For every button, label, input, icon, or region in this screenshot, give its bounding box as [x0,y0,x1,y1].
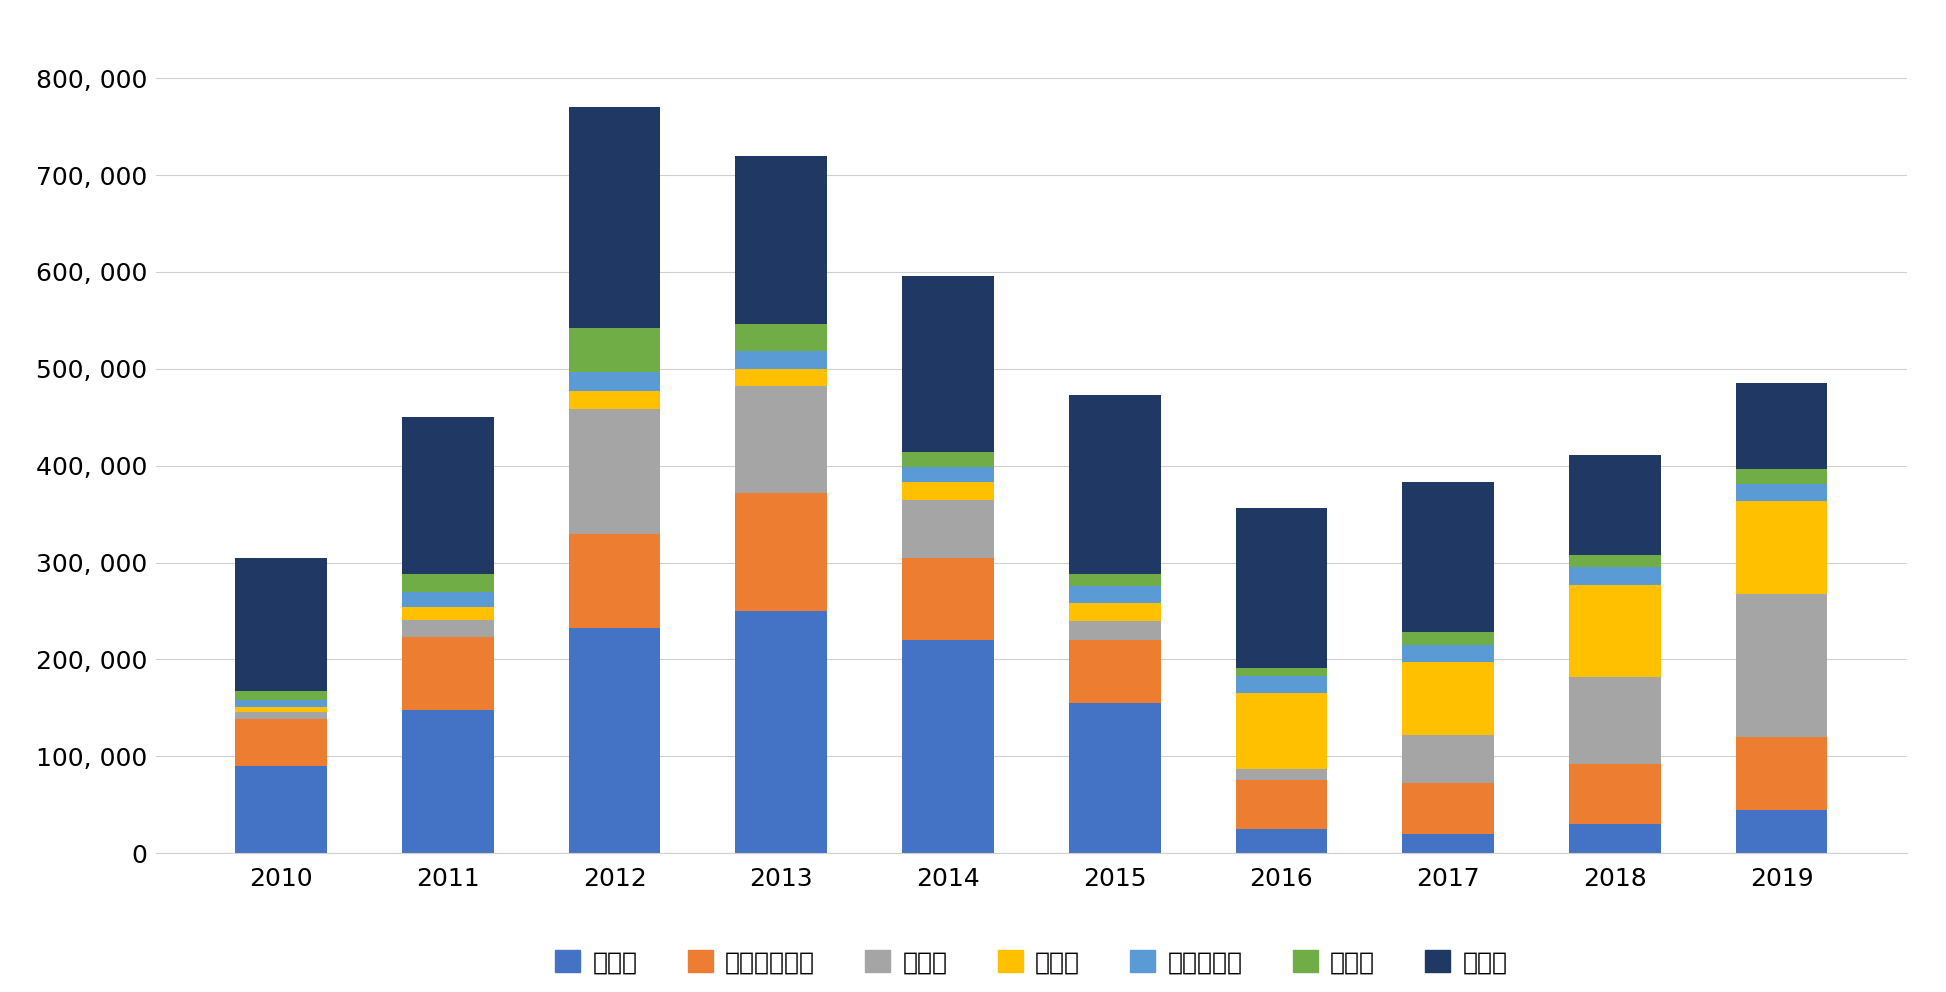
Bar [1736,502,1827,593]
Bar [1736,809,1827,853]
Bar [235,707,327,711]
Bar [736,351,827,369]
Bar [1068,574,1160,585]
Bar [1736,383,1827,468]
Bar [403,591,494,607]
Bar [1403,833,1495,853]
Bar [1736,737,1827,809]
Bar [1236,668,1327,676]
Bar [1236,829,1327,853]
Bar [1568,585,1660,677]
Bar [736,386,827,493]
Bar [903,452,994,466]
Bar [736,369,827,386]
Bar [235,711,327,719]
Bar [1068,603,1160,621]
Bar [235,766,327,853]
Bar [568,409,660,535]
Bar [1568,555,1660,567]
Bar [903,640,994,853]
Bar [1736,484,1827,502]
Bar [1568,455,1660,555]
Bar [235,719,327,766]
Bar [736,493,827,611]
Bar [1403,632,1495,645]
Bar [1236,676,1327,693]
Legend: ベナン, ナイジェリア, リビア, ギニア, カメルーン, ガーナ, その他: ベナン, ナイジェリア, リビア, ギニア, カメルーン, ガーナ, その他 [545,939,1518,984]
Bar [1068,640,1160,703]
Bar [568,372,660,391]
Bar [1403,784,1495,833]
Bar [1736,468,1827,484]
Bar [403,620,494,637]
Bar [736,156,827,324]
Bar [1568,567,1660,585]
Bar [903,500,994,558]
Bar [568,107,660,328]
Bar [568,391,660,409]
Bar [568,628,660,853]
Bar [1068,395,1160,574]
Bar [1568,677,1660,764]
Bar [403,418,494,574]
Bar [1236,781,1327,829]
Bar [403,637,494,709]
Bar [235,558,327,691]
Bar [568,535,660,628]
Bar [1068,703,1160,853]
Bar [403,709,494,853]
Bar [568,328,660,372]
Bar [1403,482,1495,632]
Bar [1068,585,1160,603]
Bar [1236,769,1327,781]
Bar [903,276,994,452]
Bar [403,574,494,591]
Bar [235,700,327,707]
Bar [1403,663,1495,735]
Bar [1568,764,1660,824]
Bar [1568,824,1660,853]
Bar [1236,693,1327,769]
Bar [1068,621,1160,640]
Bar [1403,645,1495,663]
Bar [235,691,327,700]
Bar [1236,508,1327,668]
Bar [1403,735,1495,784]
Bar [903,482,994,500]
Bar [736,611,827,853]
Bar [736,324,827,351]
Bar [1736,593,1827,737]
Bar [903,558,994,640]
Bar [403,607,494,620]
Bar [903,466,994,482]
